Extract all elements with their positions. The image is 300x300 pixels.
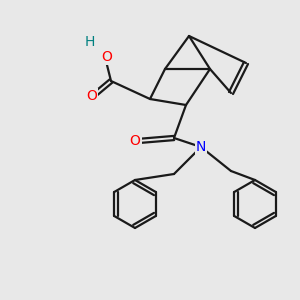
- Text: H: H: [85, 35, 95, 49]
- Text: N: N: [196, 140, 206, 154]
- Text: O: O: [101, 50, 112, 64]
- Text: O: O: [130, 134, 140, 148]
- Text: O: O: [86, 89, 97, 103]
